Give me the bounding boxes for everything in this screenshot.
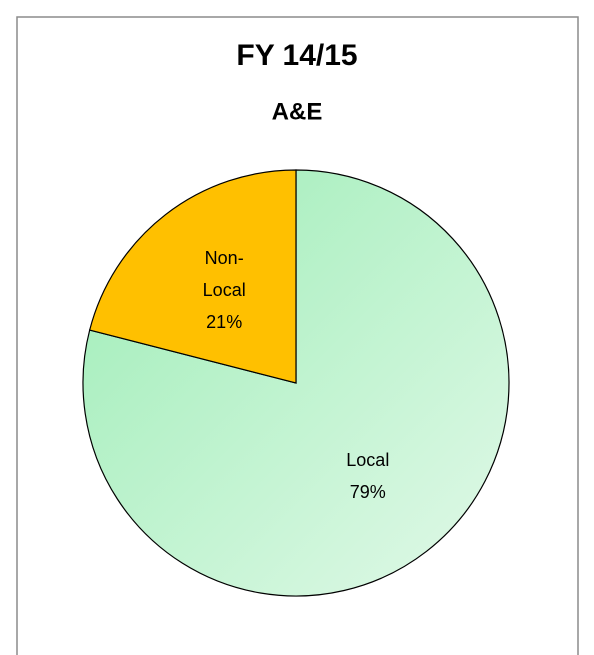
slice-category: Local bbox=[346, 449, 390, 470]
chart-title: FY 14/15 bbox=[236, 39, 357, 72]
chart-subtitle: A&E bbox=[272, 98, 323, 125]
slice-label: Local 79% bbox=[346, 449, 390, 502]
pie-slice bbox=[88, 169, 297, 384]
slice-label: Non-Local 21% bbox=[202, 248, 246, 333]
slice-category: Non-Local bbox=[202, 248, 246, 301]
slice-value: 21% bbox=[206, 312, 243, 333]
chart-frame bbox=[16, 16, 579, 655]
slice-value: 79% bbox=[349, 481, 386, 502]
